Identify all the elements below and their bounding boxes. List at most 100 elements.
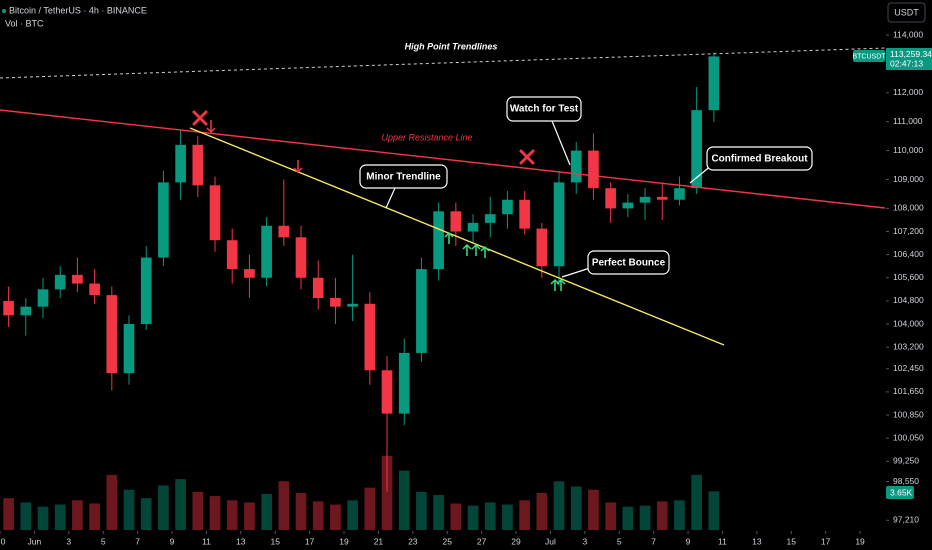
candle-body xyxy=(20,306,32,316)
volume-bar xyxy=(106,474,118,530)
callout: Minor Trendline xyxy=(359,164,448,189)
callout-text: Minor Trendline xyxy=(366,172,441,183)
minor-trendline xyxy=(189,127,725,346)
volume-bar xyxy=(312,501,324,530)
y-tick-label: 104,000 xyxy=(893,318,924,328)
x-tick-label: 7 xyxy=(651,536,656,546)
candle-body xyxy=(209,185,221,241)
callout-text: Perfect Bounce xyxy=(592,258,666,269)
x-marker xyxy=(192,110,208,126)
y-tick-label: 97,210 xyxy=(893,515,919,525)
x-tick-label: 9 xyxy=(170,536,175,546)
y-tick-label: 104,800 xyxy=(893,295,924,305)
candle-body xyxy=(244,269,255,278)
candle-body xyxy=(381,370,393,414)
callout: Watch for Test xyxy=(506,96,582,122)
volume-bar xyxy=(123,489,135,530)
candle-body xyxy=(605,188,616,209)
volume-bar xyxy=(519,500,530,530)
chart-title: Bitcoin / TetherUS · 4h · BINANCE xyxy=(9,5,147,15)
candle-body xyxy=(398,352,410,414)
candle-body xyxy=(192,144,204,186)
status-dot xyxy=(2,9,6,13)
candle-body xyxy=(175,144,186,183)
x-tick-label: 5 xyxy=(617,536,622,546)
volume-bar xyxy=(226,500,238,530)
volume-bar xyxy=(708,491,720,530)
candle-body xyxy=(588,150,599,189)
x-tick-label: 21 xyxy=(374,536,384,546)
volume-bar xyxy=(20,502,32,530)
volume-bar xyxy=(691,474,702,530)
x-tick-label: 17 xyxy=(305,536,315,546)
volume-text: 3.65K xyxy=(890,487,913,497)
volume-bar xyxy=(416,491,427,530)
up-arrow xyxy=(444,231,566,291)
y-tick-label: 111,000 xyxy=(893,116,923,126)
x-tick-label: 15 xyxy=(270,536,280,546)
volume-bar xyxy=(72,500,83,530)
y-tick-label: 110,000 xyxy=(893,145,923,155)
candle-body xyxy=(347,303,358,307)
y-tick-label: 101,650 xyxy=(893,386,924,396)
y-tick-label: 114,000 xyxy=(893,29,923,39)
candle-body xyxy=(484,214,496,223)
candle-body xyxy=(330,298,341,307)
x-tick-label: 3 xyxy=(66,536,71,546)
candle-body xyxy=(158,182,169,258)
volume-bar xyxy=(261,493,272,530)
callout-pointer xyxy=(385,187,396,209)
candle-body xyxy=(3,300,14,316)
volume-bar xyxy=(570,486,582,530)
volume-bar xyxy=(295,492,307,530)
callout-text: Confirmed Breakout xyxy=(711,154,808,165)
callout: Perfect Bounce xyxy=(587,250,670,275)
candle-body xyxy=(433,211,444,270)
x-tick-label: 7 xyxy=(135,536,140,546)
x-tick-label: 19 xyxy=(339,536,349,546)
candle-body xyxy=(278,225,290,238)
currency-text[interactable]: USDT xyxy=(894,7,919,17)
countdown-text: 02:47:13 xyxy=(890,58,923,68)
y-tick-label: 106,400 xyxy=(893,249,924,259)
candle-body xyxy=(691,110,702,189)
volume-bar xyxy=(89,503,100,530)
x-tick-label: Jul xyxy=(545,536,556,546)
candle-body xyxy=(450,211,462,232)
candle-body xyxy=(312,277,324,299)
volume-bar xyxy=(622,506,634,530)
volume-tag xyxy=(886,486,914,499)
currency-button[interactable] xyxy=(887,2,926,23)
x-tick-label: 3 xyxy=(582,536,587,546)
last-price-tag xyxy=(886,48,932,70)
x-tick-label: 0 xyxy=(1,536,6,546)
volume-bar xyxy=(605,502,616,530)
volume-bar xyxy=(502,504,513,530)
y-tick-label: 100,050 xyxy=(893,432,924,442)
candle-body xyxy=(72,274,83,284)
volume-bar xyxy=(175,479,186,530)
volume-bar xyxy=(467,505,479,530)
callout: Confirmed Breakout xyxy=(706,146,813,171)
volume-bar xyxy=(278,481,290,530)
volume-bar xyxy=(639,505,651,530)
candle-body xyxy=(570,150,582,183)
candle-body xyxy=(519,199,530,229)
candle-body xyxy=(261,225,272,278)
x-tick-label: 11 xyxy=(202,536,211,546)
volume-bar xyxy=(553,481,565,530)
volume-bar xyxy=(140,498,152,530)
callout-pointer xyxy=(561,267,591,278)
volume-bar xyxy=(158,485,169,530)
x-tick-label: 5 xyxy=(101,536,106,546)
candle-body xyxy=(54,274,66,290)
x-tick-label: 13 xyxy=(752,536,762,546)
x-tick-label: 23 xyxy=(408,536,418,546)
y-tick-label: 102,450 xyxy=(893,363,924,373)
candle-body xyxy=(467,222,479,232)
candle-body xyxy=(89,283,100,296)
volume-layer xyxy=(3,455,720,530)
callout-pointer xyxy=(551,120,571,166)
